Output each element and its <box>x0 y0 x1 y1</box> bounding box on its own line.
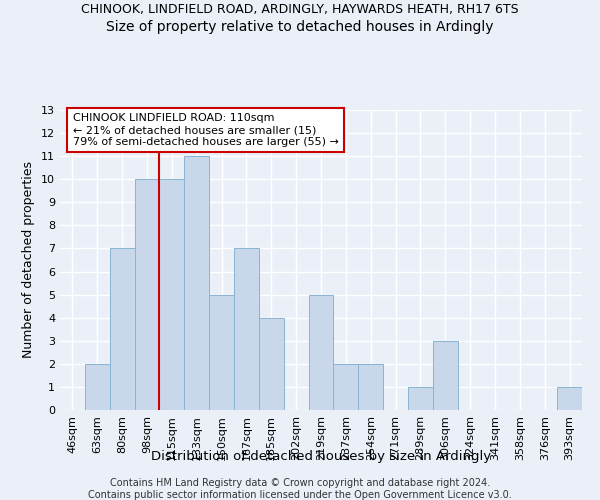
Y-axis label: Number of detached properties: Number of detached properties <box>22 162 35 358</box>
Bar <box>85 364 110 410</box>
Text: CHINOOK, LINDFIELD ROAD, ARDINGLY, HAYWARDS HEATH, RH17 6TS: CHINOOK, LINDFIELD ROAD, ARDINGLY, HAYWA… <box>81 2 519 16</box>
Bar <box>134 179 160 410</box>
Bar <box>308 294 334 410</box>
Bar <box>334 364 358 410</box>
Text: Contains HM Land Registry data © Crown copyright and database right 2024.
Contai: Contains HM Land Registry data © Crown c… <box>88 478 512 500</box>
Bar <box>184 156 209 410</box>
Bar <box>358 364 383 410</box>
Bar <box>557 387 582 410</box>
Bar <box>209 294 234 410</box>
Bar <box>408 387 433 410</box>
Text: CHINOOK LINDFIELD ROAD: 110sqm
← 21% of detached houses are smaller (15)
79% of : CHINOOK LINDFIELD ROAD: 110sqm ← 21% of … <box>73 114 338 146</box>
Bar <box>234 248 259 410</box>
Bar <box>160 179 184 410</box>
Bar <box>110 248 134 410</box>
Text: Size of property relative to detached houses in Ardingly: Size of property relative to detached ho… <box>106 20 494 34</box>
Bar <box>259 318 284 410</box>
Bar <box>433 341 458 410</box>
Text: Distribution of detached houses by size in Ardingly: Distribution of detached houses by size … <box>151 450 491 463</box>
